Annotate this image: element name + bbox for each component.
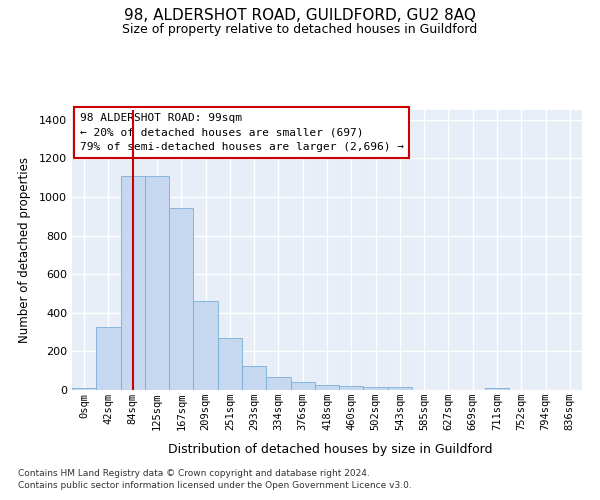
Text: Contains public sector information licensed under the Open Government Licence v3: Contains public sector information licen…	[18, 481, 412, 490]
Y-axis label: Number of detached properties: Number of detached properties	[17, 157, 31, 343]
Bar	[339, 386, 364, 390]
Bar	[121, 176, 145, 390]
Text: Contains HM Land Registry data © Crown copyright and database right 2024.: Contains HM Land Registry data © Crown c…	[18, 468, 370, 477]
Bar	[193, 301, 218, 390]
Bar	[388, 387, 412, 390]
Bar	[364, 386, 388, 390]
Text: 98 ALDERSHOT ROAD: 99sqm
← 20% of detached houses are smaller (697)
79% of semi-: 98 ALDERSHOT ROAD: 99sqm ← 20% of detach…	[80, 113, 404, 152]
Bar	[266, 378, 290, 390]
Bar	[290, 382, 315, 390]
Bar	[145, 176, 169, 390]
Text: Size of property relative to detached houses in Guildford: Size of property relative to detached ho…	[122, 22, 478, 36]
Bar	[315, 385, 339, 390]
Bar	[169, 208, 193, 390]
Bar	[242, 366, 266, 390]
Bar	[72, 388, 96, 390]
Text: Distribution of detached houses by size in Guildford: Distribution of detached houses by size …	[168, 442, 492, 456]
Bar	[96, 327, 121, 390]
Bar	[218, 338, 242, 390]
Text: 98, ALDERSHOT ROAD, GUILDFORD, GU2 8AQ: 98, ALDERSHOT ROAD, GUILDFORD, GU2 8AQ	[124, 8, 476, 22]
Bar	[485, 388, 509, 390]
